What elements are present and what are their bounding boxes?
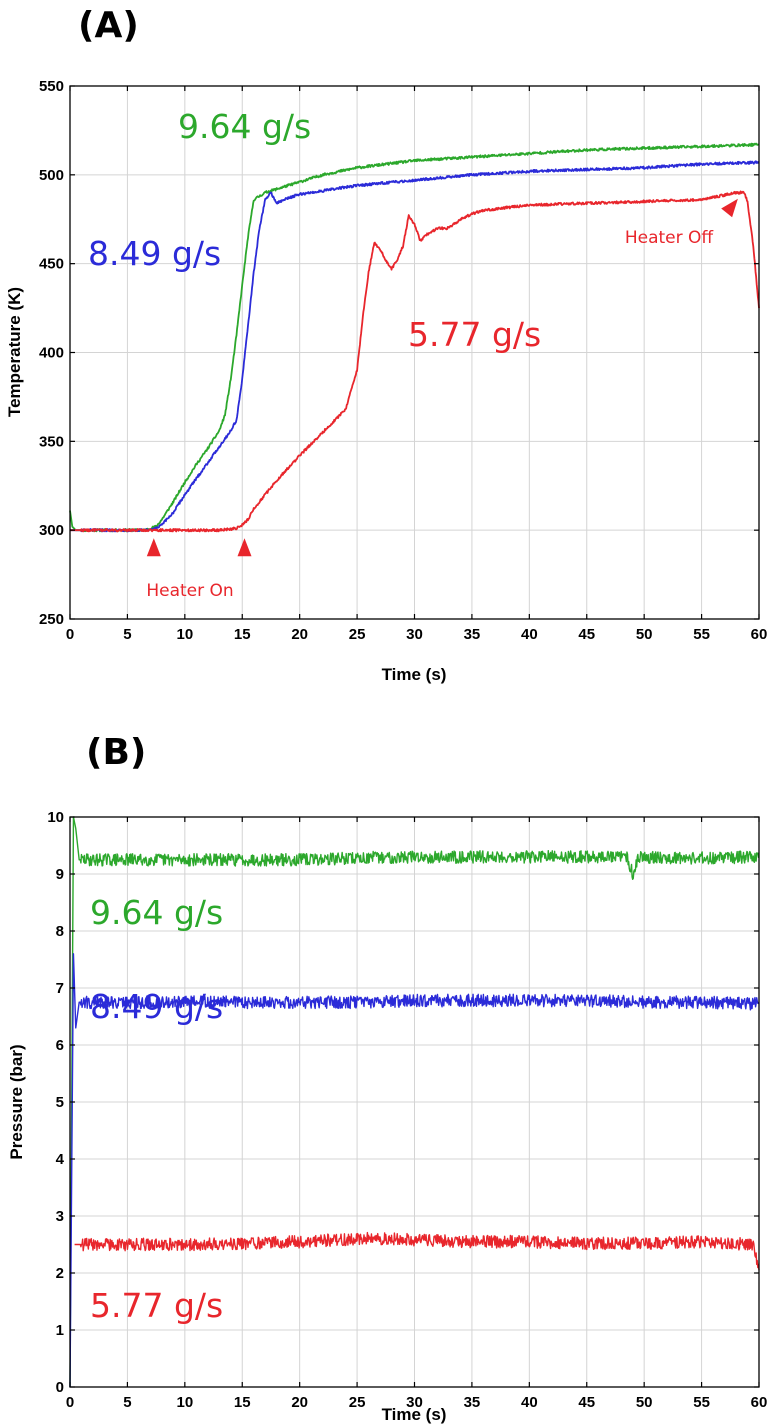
x-tick-label: 25 [349,1394,366,1411]
x-tick-label: 40 [521,1394,538,1411]
series-line-0 [69,816,760,1388]
x-tick-label: 40 [521,626,538,643]
panel-b-grid [70,817,759,1387]
heater-on-label: Heater On [146,581,233,601]
x-tick-label: 10 [176,1394,193,1411]
x-tick-label: 5 [123,1394,131,1411]
x-tick-label: 30 [406,1394,423,1411]
x-tick-label: 60 [751,1394,768,1411]
x-tick-label: 50 [636,1394,653,1411]
panel-a-series [69,142,760,533]
panel-b-y-axis-title: Pressure (bar) [7,1044,26,1159]
y-tick-label: 1 [56,1322,64,1339]
y-tick-label: 10 [47,809,64,826]
x-tick-label: 15 [234,626,251,643]
panel-a-series-label-9-64: 9.64 g/s [178,107,311,146]
series-line-1 [69,953,760,1388]
y-tick-label: 250 [39,611,64,628]
y-tick-label: 550 [39,78,64,95]
x-tick-label: 35 [464,626,481,643]
panel-a-series-label-8-49: 8.49 g/s [88,234,221,273]
x-tick-label: 15 [234,1394,251,1411]
y-tick-label: 8 [56,923,64,940]
panel-b-x-axis-title: Time (s) [382,1405,447,1424]
y-tick-label: 300 [39,522,64,539]
panel-a-x-axis-title: Time (s) [382,665,447,684]
y-tick-label: 2 [56,1265,64,1282]
x-tick-label: 0 [66,1394,74,1411]
x-tick-label: 25 [349,626,366,643]
x-tick-label: 55 [693,626,710,643]
series-line-1 [69,160,760,533]
panel-a-temperature-chart: (A) 0 5 10 15 20 25 30 35 40 45 50 55 60 250 300 350 400… [5,5,767,684]
y-tick-label: 0 [56,1379,64,1396]
annotation-arrow-marker [146,538,161,557]
y-tick-label: 400 [39,345,64,362]
panel-b-label: (B) [86,732,146,773]
panel-a-label: (A) [78,5,139,46]
y-tick-label: 7 [56,980,64,997]
series-line-2 [69,190,760,533]
panel-b-pressure-chart: (B) 0 5 10 15 20 25 30 35 40 45 50 55 60012345678910… [7,732,767,1424]
x-tick-label: 50 [636,626,653,643]
x-tick-label: 20 [291,626,308,643]
panel-b-series-label-5-77: 5.77 g/s [90,1286,223,1325]
x-tick-label: 55 [693,1394,710,1411]
y-tick-label: 4 [56,1151,65,1168]
y-tick-label: 350 [39,433,64,450]
x-tick-label: 45 [578,1394,595,1411]
heater-off-label: Heater Off [625,228,715,248]
x-tick-label: 60 [751,626,768,643]
x-tick-label: 0 [66,626,74,643]
x-tick-label: 5 [123,626,131,643]
panel-b-series-label-9-64: 9.64 g/s [90,893,223,932]
y-tick-label: 6 [56,1037,64,1054]
x-tick-label: 20 [291,1394,308,1411]
x-tick-label: 30 [406,626,423,643]
panel-a-ticks: 0 5 10 15 20 25 30 35 40 45 50 55 60 250 300 350 400 450 5… [39,78,767,643]
panel-a-y-axis-title: Temperature (K) [5,287,24,417]
panel-a-series-label-5-77: 5.77 g/s [408,315,541,354]
series-line-0 [69,142,760,533]
x-tick-label: 10 [176,626,193,643]
panel-b-series [69,816,760,1388]
annotation-arrow-marker [237,538,252,557]
annotation-arrow-marker [721,198,738,218]
y-tick-label: 500 [39,167,64,184]
x-tick-label: 35 [464,1394,481,1411]
y-tick-label: 5 [56,1094,64,1111]
y-tick-label: 450 [39,256,64,273]
y-tick-label: 3 [56,1208,64,1225]
panel-b-series-label-8-49: 8.49 g/s [90,987,223,1026]
y-tick-label: 9 [56,866,64,883]
x-tick-label: 45 [578,626,595,643]
series-line-2 [74,1231,760,1271]
panel-a-annotations [146,198,738,557]
